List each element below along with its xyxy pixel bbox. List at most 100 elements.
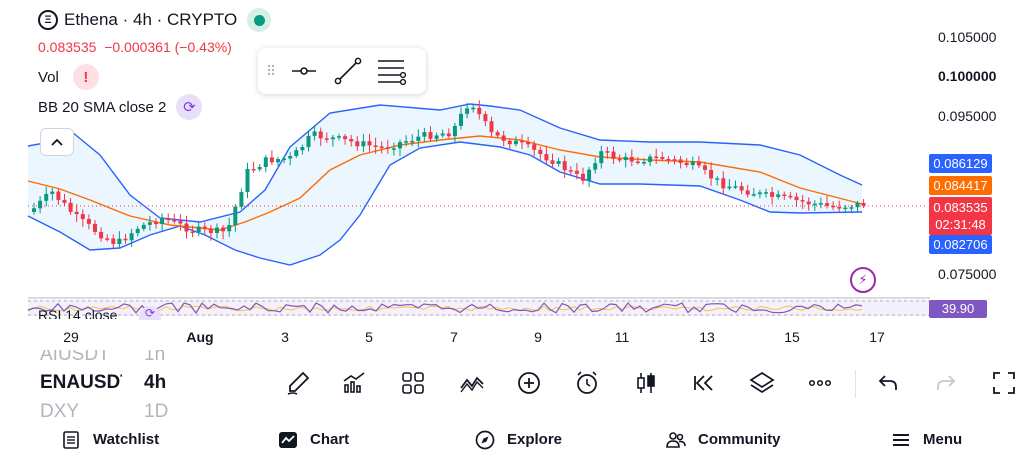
alert-icon[interactable]	[570, 366, 604, 400]
bb-upper-line	[27, 103, 863, 223]
fib-levels-icon[interactable]	[370, 51, 414, 91]
symbol-legend[interactable]: Ξ Ethena · 4h · CRYPTO	[38, 8, 272, 32]
candle-body	[599, 151, 604, 164]
candle-body	[574, 170, 579, 174]
nav-watchlist[interactable]: Watchlist	[61, 430, 159, 450]
bb-legend[interactable]: BB 20 SMA close 2 ⟳	[38, 94, 203, 120]
rsi-label[interactable]: RSI 14 close	[38, 307, 118, 319]
candle-body	[788, 195, 793, 198]
candle-body	[141, 224, 146, 229]
candle-body	[611, 151, 616, 159]
time-axis-label: 5	[365, 329, 373, 345]
candle-body	[501, 135, 506, 141]
candle-body	[465, 108, 470, 114]
collapse-legend-button[interactable]	[40, 128, 74, 156]
ethena-logo-icon: Ξ	[38, 10, 58, 30]
candle-body	[593, 163, 598, 170]
candle-body	[184, 223, 189, 232]
candle-body	[550, 160, 555, 164]
candle-body	[361, 141, 366, 147]
rsi-sync-icon[interactable]: ⟳	[139, 306, 161, 320]
lightning-icon[interactable]: ⚡	[850, 267, 876, 293]
templates-icon[interactable]	[396, 366, 430, 400]
horizontal-line-icon[interactable]	[282, 51, 326, 91]
candle-type-icon[interactable]	[629, 366, 663, 400]
nav-explore[interactable]: Explore	[475, 430, 562, 450]
brush-icon[interactable]	[281, 366, 315, 400]
rsi-ma-line	[27, 305, 863, 312]
candle-body	[215, 227, 219, 233]
candle-body	[330, 137, 335, 140]
drag-handle-icon[interactable]: ⠿	[266, 62, 278, 79]
candle-body	[635, 161, 640, 164]
sync-icon[interactable]: ⟳	[176, 94, 203, 120]
candle-body	[300, 147, 305, 151]
candle-body	[239, 191, 244, 207]
candle-body	[105, 238, 110, 240]
bb-band-fill	[28, 104, 862, 265]
more-icon[interactable]	[803, 366, 837, 400]
price-chart[interactable]	[0, 0, 1024, 350]
time-axis-label: 11	[614, 329, 630, 345]
market-status-icon[interactable]	[247, 8, 272, 32]
candle-body	[93, 223, 97, 232]
candle-body	[166, 218, 171, 221]
vol-legend[interactable]: Vol !	[38, 64, 99, 90]
price-axis-label: 0.095000	[938, 108, 997, 124]
nav-community-label: Community	[698, 431, 781, 448]
nav-menu[interactable]: Menu	[891, 430, 962, 450]
candle-body	[129, 233, 134, 241]
candle-body	[703, 165, 707, 170]
candle-body	[99, 231, 104, 239]
candle-body	[349, 139, 354, 142]
fullscreen-icon[interactable]	[987, 366, 1021, 400]
candle-body	[605, 151, 610, 153]
candle-body	[337, 136, 341, 138]
candle-body	[776, 194, 781, 197]
candle-body	[117, 238, 122, 244]
candle-body	[355, 141, 360, 147]
symbol-title[interactable]: Ethena · 4h · CRYPTO	[64, 10, 238, 29]
bb-lower-tag: 0.082706	[929, 235, 992, 254]
compare-icon[interactable]	[455, 366, 489, 400]
drawing-toolbar: ⠿	[258, 48, 426, 94]
symbol-option-current[interactable]: ENAUSDT4h	[40, 372, 167, 393]
candle-body	[50, 191, 55, 194]
replay-icon[interactable]	[687, 366, 721, 400]
symbol-option-next[interactable]: DXY 1D	[40, 401, 169, 422]
chart-area[interactable]: Ξ Ethena · 4h · CRYPTO 0.083535 −0.00036…	[0, 0, 1024, 350]
community-icon	[666, 431, 686, 448]
candle-body	[135, 228, 140, 234]
candle-body	[190, 231, 195, 234]
candle-body	[160, 218, 165, 225]
candle-body	[294, 150, 299, 156]
candle-body	[123, 238, 128, 241]
candle-body	[288, 155, 293, 159]
layers-icon[interactable]	[745, 366, 779, 400]
candle-body	[68, 202, 73, 212]
price-change: −0.000361 (−0.43%)	[104, 39, 232, 55]
candle-body	[38, 200, 43, 209]
undo-icon[interactable]	[871, 366, 905, 400]
time-axis-label: 29	[63, 329, 79, 345]
candle-body	[855, 202, 860, 208]
candle-body	[233, 206, 238, 226]
bb-lower-line	[27, 141, 863, 266]
nav-chart[interactable]: Chart	[278, 430, 349, 450]
nav-community[interactable]: Community	[666, 430, 781, 450]
indicators-icon[interactable]	[337, 366, 371, 400]
symbol-option-prev[interactable]: AIUSDT 1h	[40, 350, 166, 365]
price-readout: 0.083535 −0.000361 (−0.43%)	[38, 39, 232, 55]
candle-body	[617, 158, 622, 161]
bb-basis-tag: 0.084417	[929, 176, 992, 195]
candle-body	[825, 203, 829, 206]
trend-line-icon[interactable]	[326, 51, 370, 91]
warning-icon[interactable]: !	[72, 64, 99, 90]
redo-icon[interactable]	[929, 366, 963, 400]
candle-body	[739, 186, 744, 191]
add-icon[interactable]	[512, 366, 546, 400]
candle-body	[178, 220, 183, 224]
candle-body	[416, 136, 421, 141]
candle-body	[843, 207, 848, 210]
